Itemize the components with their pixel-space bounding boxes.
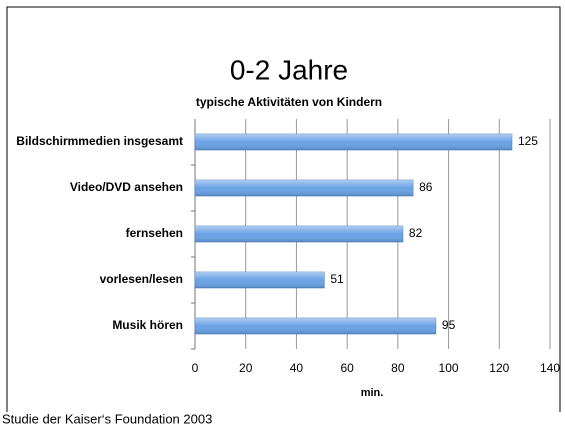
slide-frame [6,6,561,412]
data-label: 82 [409,226,423,240]
bar-shade [195,272,325,288]
chart-subtitle: typische Aktivitäten von Kindern [196,95,382,109]
data-label: 86 [419,180,433,194]
x-axis-label: min. [361,387,384,399]
x-tick-label: 80 [391,361,405,375]
bar-shade [195,226,403,242]
x-tick-label: 40 [290,361,304,375]
y-tick-label: fernsehen [126,226,183,240]
bar-shade [195,134,512,150]
bar-shade [195,180,414,196]
data-label: 51 [330,272,344,286]
bar-shade [195,318,436,334]
caption: Studie der Kaiser‘s Foundation 2003 [2,411,212,426]
x-tick-label: 20 [239,361,253,375]
x-tick-label: 100 [439,361,459,375]
y-tick-label: Musik hören [112,318,183,332]
x-tick-label: 0 [192,361,199,375]
y-tick-label: vorlesen/lesen [100,272,183,286]
x-tick-label: 140 [540,361,560,375]
y-tick-label: Video/DVD ansehen [70,180,183,194]
data-label: 95 [442,318,456,332]
x-tick-label: 120 [489,361,509,375]
x-tick-label: 60 [340,361,354,375]
y-tick-label: Bildschirmmedien insgesamt [16,134,183,148]
data-label: 125 [518,134,538,148]
chart-title: 0-2 Jahre [230,54,348,85]
